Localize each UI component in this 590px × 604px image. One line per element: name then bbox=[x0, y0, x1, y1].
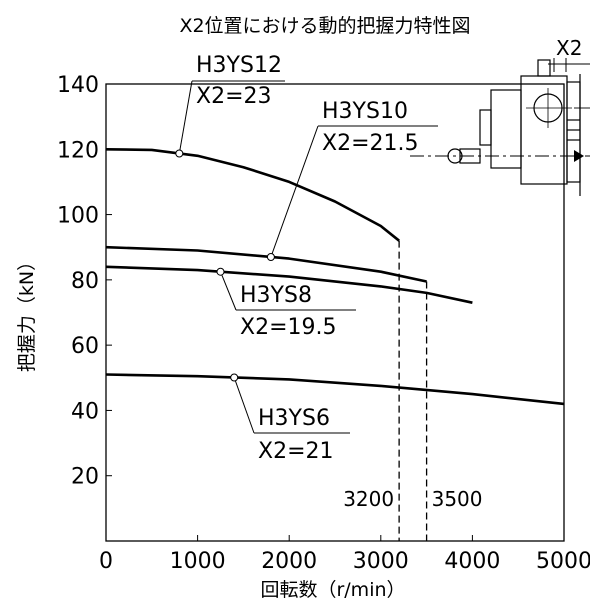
series-line-h3ys6 bbox=[105, 373, 565, 406]
series-label-h3ys10: H3YS10 bbox=[322, 99, 408, 124]
series-label-h3ys6: H3YS6 bbox=[258, 406, 330, 431]
leader-marker-h3ys12 bbox=[175, 149, 184, 158]
y-tick-label-80: 80 bbox=[71, 269, 99, 294]
series-line-h3ys8 bbox=[105, 265, 473, 304]
x-tick-label-5000: 5000 bbox=[536, 549, 590, 574]
series-label-group-h3ys6: H3YS6 X2=21 bbox=[230, 373, 350, 464]
series-label-group-h3ys12: H3YS12 X2=23 bbox=[175, 53, 285, 158]
leader-h3ys10 bbox=[270, 125, 319, 258]
x-tick-label-2000: 2000 bbox=[261, 549, 317, 574]
x-tick-label-0: 0 bbox=[99, 549, 113, 574]
x-axis-label: 回転数（r/min） bbox=[260, 579, 405, 601]
series-x2-h3ys8: X2=19.5 bbox=[240, 315, 337, 340]
limit-lines: 3200 3500 bbox=[343, 240, 483, 541]
series-label-h3ys12: H3YS12 bbox=[196, 53, 282, 78]
y-tick-label-20: 20 bbox=[71, 465, 99, 490]
x-tick-label-3000: 3000 bbox=[353, 549, 409, 574]
leader-h3ys6 bbox=[233, 377, 255, 434]
x-tick-label-4000: 4000 bbox=[444, 549, 500, 574]
y-tick-label-40: 40 bbox=[71, 399, 99, 424]
y-tick-label-140: 140 bbox=[57, 73, 99, 98]
series-x2-h3ys10: X2=21.5 bbox=[322, 131, 419, 156]
series-line-h3ys12 bbox=[105, 148, 400, 242]
y-tick-label-120: 120 bbox=[57, 138, 99, 163]
chuck-inset: X2 bbox=[410, 36, 590, 196]
y-tick-label-100: 100 bbox=[57, 204, 99, 229]
axis-ticks: 0 1000 2000 3000 4000 5000 20 40 60 80 100 120 140 bbox=[57, 73, 590, 574]
leader-marker-h3ys6 bbox=[230, 373, 239, 382]
limit-label-3200: 3200 bbox=[343, 487, 394, 511]
y-axis-label: 把握力（kN） bbox=[16, 252, 38, 372]
series-label-h3ys8: H3YS8 bbox=[240, 283, 312, 308]
plot-frame bbox=[105, 83, 565, 542]
limit-label-3500: 3500 bbox=[432, 487, 483, 511]
inset-x2-label: X2 bbox=[556, 36, 582, 60]
series-x2-h3ys6: X2=21 bbox=[258, 439, 334, 464]
chart-title: X2位置における動的把握力特性図 bbox=[179, 15, 470, 37]
x-tick-label-1000: 1000 bbox=[170, 549, 226, 574]
leader-marker-h3ys8 bbox=[216, 267, 225, 276]
y-tick-label-60: 60 bbox=[71, 334, 99, 359]
series-label-group-h3ys8: H3YS8 X2=19.5 bbox=[216, 267, 356, 340]
series-label-group-h3ys10: H3YS10 X2=21.5 bbox=[266, 99, 438, 261]
leader-marker-h3ys10 bbox=[266, 253, 275, 261]
leader-h3ys8 bbox=[220, 271, 237, 311]
leader-h3ys12 bbox=[178, 80, 193, 154]
series-x2-h3ys12: X2=23 bbox=[196, 84, 272, 109]
series-line-h3ys10 bbox=[105, 245, 427, 283]
series-curves bbox=[105, 148, 565, 406]
